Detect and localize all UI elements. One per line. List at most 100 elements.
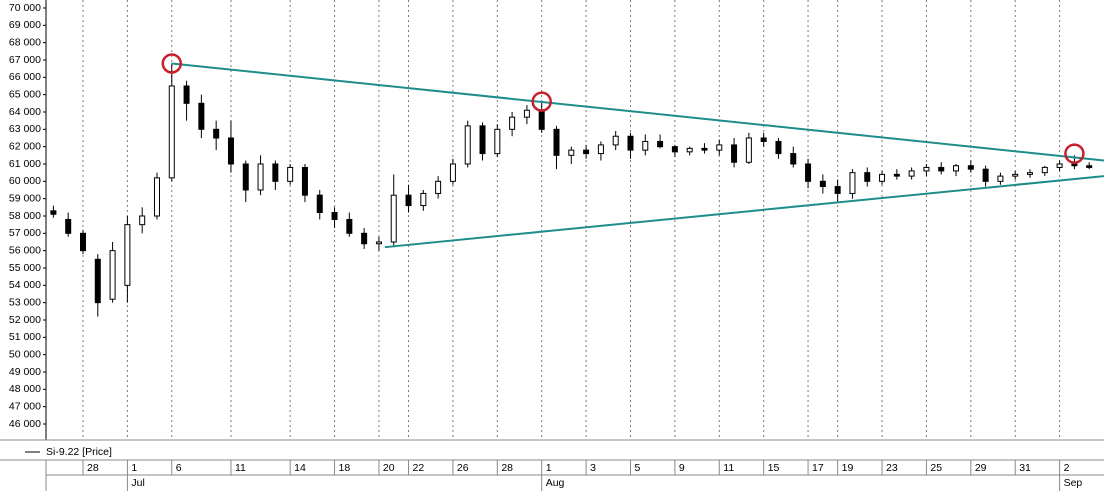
x-tick-label: 19 xyxy=(842,462,854,474)
y-tick-label: 47 000 xyxy=(9,400,41,412)
x-tick-label: 28 xyxy=(87,462,99,474)
y-tick-label: 55 000 xyxy=(9,262,41,274)
candle-body xyxy=(301,166,308,196)
candle-body xyxy=(938,166,945,172)
x-tick-label: 23 xyxy=(886,462,898,474)
y-tick-label: 57 000 xyxy=(9,227,41,239)
candle-body xyxy=(79,232,86,252)
candle-body xyxy=(819,180,826,188)
x-tick-label: 15 xyxy=(768,462,780,474)
trendline xyxy=(171,62,1104,162)
candle-body xyxy=(183,85,190,104)
candle-body xyxy=(790,153,797,165)
candle-body xyxy=(701,147,708,151)
x-tick-label: 1 xyxy=(131,462,137,474)
y-tick-label: 48 000 xyxy=(9,383,41,395)
candle-body xyxy=(331,212,338,220)
candle-body xyxy=(583,149,590,155)
y-tick-label: 60 000 xyxy=(9,175,41,187)
candle-body xyxy=(153,177,160,217)
candle-body xyxy=(597,144,604,155)
candle-body xyxy=(1071,163,1078,167)
legend-label: Si-9.22 [Price] xyxy=(46,446,112,458)
x-tick-label: 28 xyxy=(501,462,513,474)
candle-body xyxy=(361,232,368,245)
x-tick-label: 29 xyxy=(975,462,987,474)
y-tick-label: 62 000 xyxy=(9,140,41,152)
candle-body xyxy=(50,210,57,215)
month-label: Aug xyxy=(546,477,565,489)
candle-body xyxy=(908,170,915,177)
x-tick-label: 20 xyxy=(383,462,395,474)
candle-body xyxy=(375,241,382,245)
x-tick-label: 18 xyxy=(339,462,351,474)
candle-body xyxy=(553,128,560,156)
candle-body xyxy=(405,194,412,207)
x-tick-label: 22 xyxy=(413,462,425,474)
candle-body xyxy=(523,109,530,118)
candle-body xyxy=(124,224,131,286)
candle-body xyxy=(1012,173,1019,177)
candle-body xyxy=(198,102,205,130)
candle-body xyxy=(849,172,856,194)
y-tick-label: 66 000 xyxy=(9,71,41,83)
candle-body xyxy=(982,168,989,182)
candle-body xyxy=(272,163,279,182)
candle-body xyxy=(568,149,575,156)
candle-body xyxy=(1086,165,1093,168)
candle-body xyxy=(731,144,738,163)
candle-body xyxy=(879,173,886,182)
candle-body xyxy=(657,140,664,148)
candle-body xyxy=(287,166,294,182)
x-tick-label: 17 xyxy=(812,462,824,474)
candle-body xyxy=(893,173,900,177)
y-tick-label: 50 000 xyxy=(9,348,41,360)
y-tick-label: 52 000 xyxy=(9,314,41,326)
candle-body xyxy=(139,215,146,226)
x-tick-label: 6 xyxy=(176,462,182,474)
candle-body xyxy=(464,125,471,165)
y-tick-label: 59 000 xyxy=(9,192,41,204)
x-tick-label: 14 xyxy=(294,462,306,474)
candle-body xyxy=(390,194,397,243)
candle-body xyxy=(242,163,249,191)
y-tick-label: 58 000 xyxy=(9,210,41,222)
candle-body xyxy=(213,128,220,139)
x-tick-label: 11 xyxy=(235,462,246,474)
y-tick-label: 53 000 xyxy=(9,296,41,308)
x-tick-label: 5 xyxy=(634,462,640,474)
candle-body xyxy=(686,147,693,153)
y-tick-label: 70 000 xyxy=(9,2,41,14)
candle-body xyxy=(479,125,486,155)
candle-body xyxy=(94,258,101,304)
x-tick-label: 11 xyxy=(723,462,734,474)
y-tick-label: 69 000 xyxy=(9,19,41,31)
x-tick-label: 26 xyxy=(457,462,469,474)
candle-body xyxy=(168,85,175,179)
candle-body xyxy=(65,218,72,234)
pivot-marker xyxy=(161,53,183,74)
candle-body xyxy=(745,137,752,163)
candle-body xyxy=(494,128,501,155)
candle-body xyxy=(834,186,841,194)
y-tick-label: 65 000 xyxy=(9,88,41,100)
y-tick-label: 61 000 xyxy=(9,158,41,170)
y-tick-label: 49 000 xyxy=(9,366,41,378)
y-tick-label: 63 000 xyxy=(9,123,41,135)
x-tick-label: 1 xyxy=(546,462,552,474)
candle-body xyxy=(257,163,264,191)
candle-body xyxy=(923,166,930,172)
x-tick-label: 31 xyxy=(1019,462,1031,474)
candle-body xyxy=(1041,166,1048,174)
candle-body xyxy=(805,163,812,182)
candle-body xyxy=(109,250,116,300)
candle-body xyxy=(642,140,649,151)
pivot-marker xyxy=(531,91,552,112)
y-tick-label: 67 000 xyxy=(9,54,41,66)
candle-body xyxy=(997,175,1004,182)
x-tick-label: 2 xyxy=(1064,462,1070,474)
candle-body xyxy=(449,163,456,182)
candle-body xyxy=(967,165,974,170)
